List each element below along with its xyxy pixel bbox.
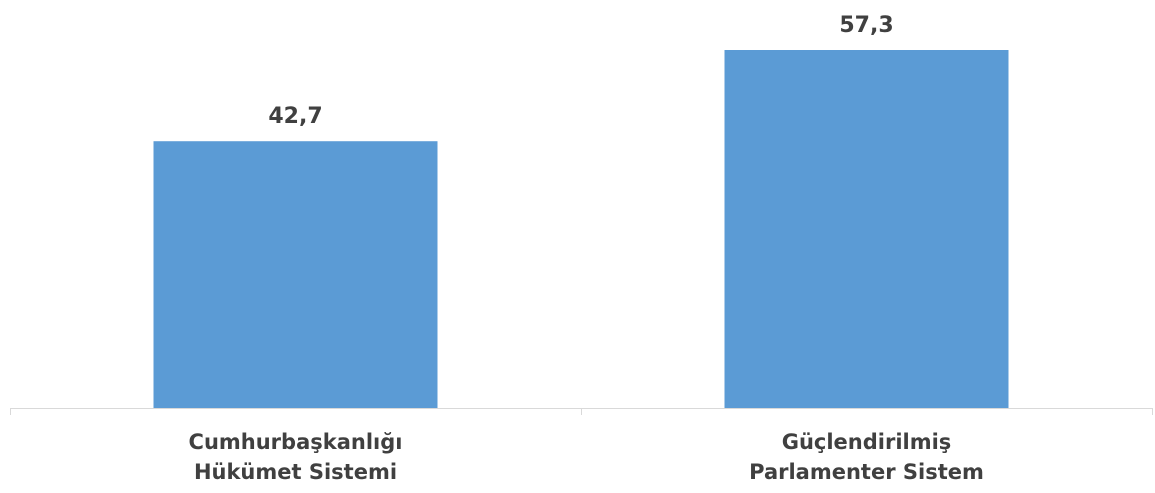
bar-2 <box>724 50 1009 408</box>
category-label-line: Parlamenter Sistem <box>749 460 984 484</box>
x-axis <box>10 408 1153 415</box>
category-labels-group: Cumhurbaşkanlığı Hükümet Sistemi Güçlendir… <box>189 430 984 484</box>
category-label-line: Güçlendirilmiş <box>782 430 952 454</box>
category-label-1: Cumhurbaşkanlığı Hükümet Sistemi <box>189 430 403 484</box>
value-labels-group: 42,7 57,3 <box>268 13 893 129</box>
data-label-1: 42,7 <box>268 104 322 129</box>
bars-group <box>153 50 1009 409</box>
category-label-line: Cumhurbaşkanlığı <box>189 430 403 454</box>
category-label-line: Hükümet Sistemi <box>194 460 397 484</box>
data-label-2: 57,3 <box>839 13 893 38</box>
category-label-2: Güçlendirilmiş Parlamenter Sistem <box>749 430 984 484</box>
bar-1 <box>153 141 438 409</box>
